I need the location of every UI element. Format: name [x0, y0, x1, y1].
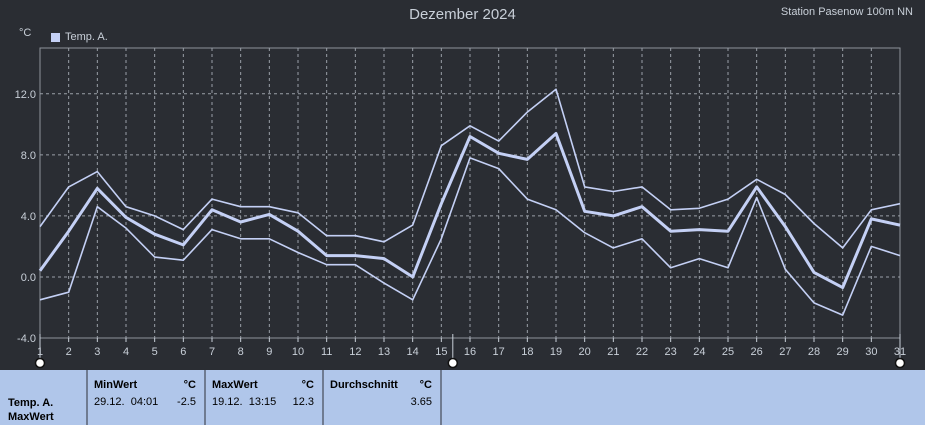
x-tick-label: 2 [66, 346, 72, 358]
stats-min-time: 04:01 [130, 396, 159, 408]
x-tick-label: 5 [152, 346, 158, 358]
x-tick-label: 17 [493, 346, 505, 358]
range-marker-handle [34, 357, 46, 369]
y-tick-label: -4.0 [17, 333, 36, 345]
x-tick-label: 30 [865, 346, 877, 358]
y-tick-label: 8.0 [21, 150, 36, 162]
x-tick-label: 16 [464, 346, 476, 358]
x-tick-label: 4 [123, 346, 129, 358]
stats-min-title: MinWert [94, 379, 138, 391]
x-tick-label: 27 [779, 346, 791, 358]
legend: Temp. A. [51, 31, 108, 43]
series-line-avg [38, 132, 901, 290]
y-axis-unit: °C [19, 27, 32, 39]
range-marker-handle [894, 357, 906, 369]
stats-min-date: 29.12. [94, 396, 125, 408]
x-tick-label: 15 [435, 346, 447, 358]
x-tick-label: 22 [636, 346, 648, 358]
station-label: Station Pasenow 100m NN [780, 6, 913, 18]
stats-row-label-2: MaxWert [8, 411, 54, 423]
x-tick-label: 20 [579, 346, 591, 358]
stats-divider [86, 370, 88, 425]
stats-min-datetime: 29.12. 04:01 [94, 396, 158, 408]
stats-row-label: Temp. A. MaxWert [8, 396, 54, 424]
y-tick-label: 12.0 [15, 89, 36, 101]
x-tick-label: 18 [521, 346, 533, 358]
stats-max-value: 12.3 [292, 396, 314, 408]
stats-max-datetime: 19.12. 13:15 [212, 396, 276, 408]
x-tick-label: 11 [321, 346, 332, 358]
chart-title: Dezember 2024 [409, 6, 516, 23]
x-tick-label: 9 [266, 346, 272, 358]
legend-label: Temp. A. [65, 31, 108, 43]
stats-divider [322, 370, 324, 425]
x-tick-label: 19 [550, 346, 562, 358]
stats-max-title: MaxWert [212, 379, 258, 391]
x-tick-label: 13 [378, 346, 390, 358]
stats-min-column: MinWert °C 29.12. 04:01 -2.5 [88, 370, 204, 425]
x-tick-label: 25 [722, 346, 734, 358]
temperature-chart: 1234567891011121314151617181920212223242… [15, 47, 906, 369]
series-line-min [39, 157, 901, 316]
stats-avg-value: 3.65 [410, 396, 432, 408]
stats-max-column: MaxWert °C 19.12. 13:15 12.3 [206, 370, 322, 425]
stats-avg-unit: °C [419, 379, 432, 391]
stats-min-unit: °C [183, 379, 196, 391]
stats-max-date: 19.12. [212, 396, 243, 408]
y-tick-label: 4.0 [21, 211, 36, 223]
stats-avg-title: Durchschnitt [330, 379, 398, 391]
legend-swatch [51, 32, 60, 42]
x-tick-label: 28 [808, 346, 820, 358]
stats-max-time: 13:15 [248, 396, 277, 408]
x-tick-label: 12 [349, 346, 361, 358]
x-tick-label: 7 [209, 346, 215, 358]
stats-panel: Temp. A. MaxWert MinWert °C 29.12. 04:01… [0, 370, 925, 425]
stats-min-value: -2.5 [177, 396, 196, 408]
x-tick-label: 21 [607, 346, 619, 358]
stats-avg-column: Durchschnitt °C 3.65 [324, 370, 440, 425]
x-tick-label: 26 [751, 346, 763, 358]
x-tick-label: 24 [693, 346, 705, 358]
x-tick-label: 6 [180, 346, 186, 358]
x-tick-label: 3 [94, 346, 100, 358]
stats-divider [204, 370, 206, 425]
series-line-max [39, 88, 901, 249]
range-marker-handle [447, 357, 459, 369]
x-tick-label: 29 [837, 346, 849, 358]
stats-divider [440, 370, 442, 425]
y-tick-label: 0.0 [21, 272, 36, 284]
x-tick-label: 10 [292, 346, 304, 358]
x-tick-label: 8 [238, 346, 244, 358]
x-tick-label: 23 [665, 346, 677, 358]
stats-row-label-1: Temp. A. [8, 397, 54, 409]
x-tick-label: 14 [407, 346, 419, 358]
stats-max-unit: °C [301, 379, 314, 391]
